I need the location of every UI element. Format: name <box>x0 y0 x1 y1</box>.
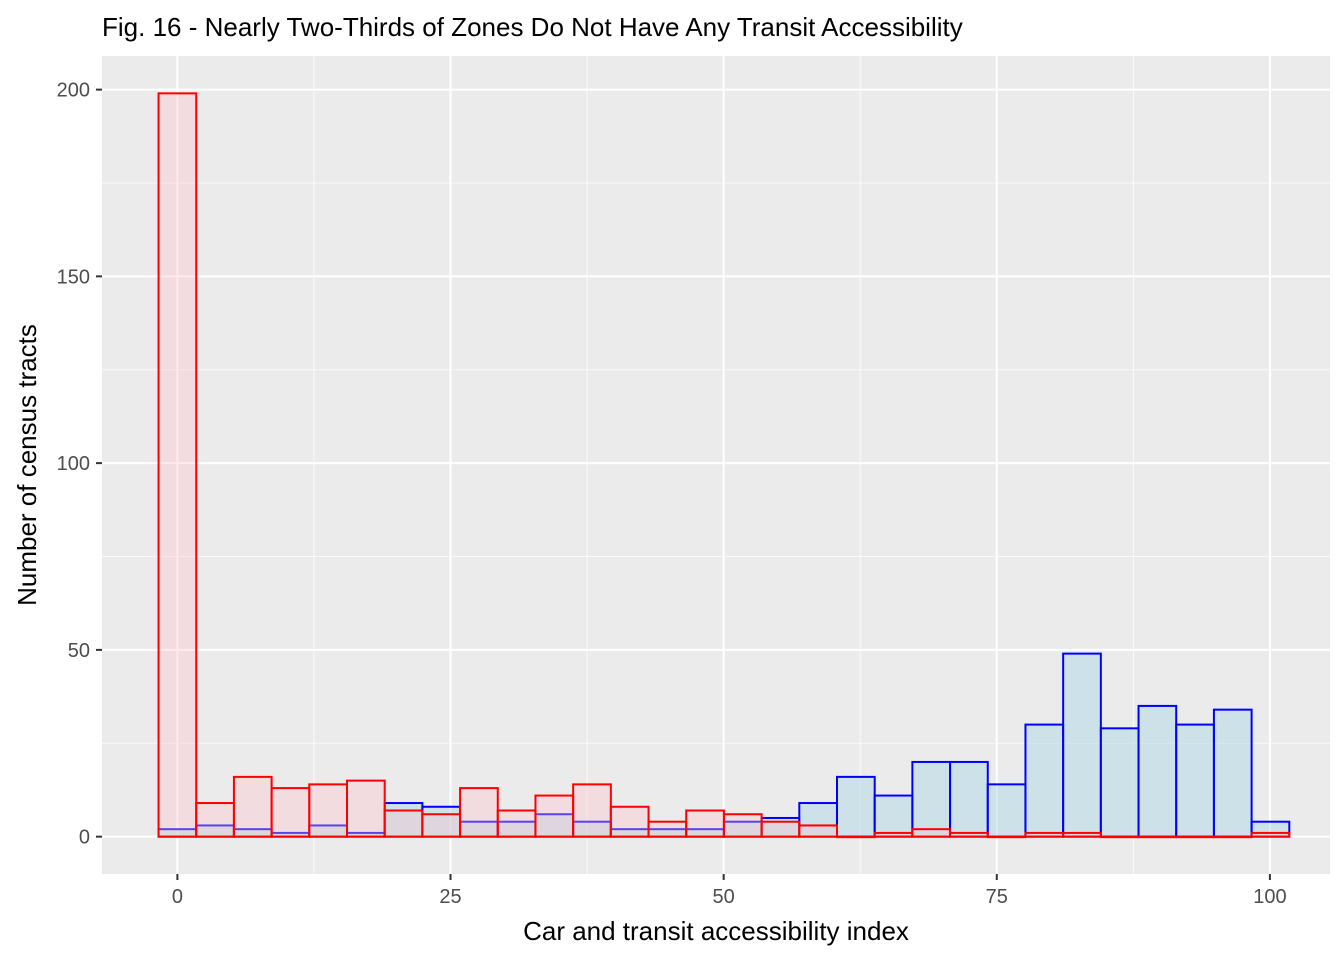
transit-bar <box>1250 831 1291 838</box>
car-bar <box>1212 708 1253 838</box>
chart-title: Fig. 16 - Nearly Two-Thirds of Zones Do … <box>102 12 963 42</box>
x-tick-label: 0 <box>172 886 183 908</box>
transit-bar <box>609 805 650 838</box>
transit-bar <box>496 809 537 838</box>
car-bar <box>835 775 876 838</box>
transit-bar <box>949 831 989 838</box>
y-axis: 0 50 100 150 200 <box>57 80 102 849</box>
y-tick-label: 200 <box>57 80 90 102</box>
transit-bar <box>308 783 348 838</box>
transit-bar <box>1175 835 1215 839</box>
x-tick-label: 50 <box>713 886 735 908</box>
y-axis-title: Number of census tracts <box>12 324 42 606</box>
transit-bar <box>1137 835 1178 839</box>
x-tick-label: 25 <box>439 886 461 908</box>
transit-bar <box>345 779 386 838</box>
transit-bar <box>873 831 914 838</box>
transit-bar <box>421 813 462 838</box>
x-axis: 0 25 50 75 100 <box>172 874 1287 908</box>
car-bar <box>421 805 462 838</box>
car-bar <box>986 783 1027 838</box>
transit-bar <box>1212 835 1253 839</box>
transit-bar <box>1099 835 1140 839</box>
y-tick-label: 0 <box>79 827 90 849</box>
transit-bar <box>572 783 612 838</box>
transit-bar <box>685 809 725 838</box>
y-tick-label: 50 <box>68 640 90 662</box>
transit-bar <box>760 820 801 838</box>
transit-bar <box>986 835 1027 839</box>
y-tick-label: 150 <box>57 266 90 288</box>
transit-bar <box>534 794 575 838</box>
car-bar <box>949 760 989 838</box>
transit-bar <box>647 820 688 838</box>
major-gridlines <box>102 56 1330 874</box>
transit-bar <box>270 787 311 838</box>
y-tick-label: 100 <box>57 453 90 475</box>
car-bar <box>1175 723 1215 838</box>
transit-bar <box>232 775 273 838</box>
transit-bar <box>195 802 235 838</box>
x-axis-title: Car and transit accessibility index <box>523 916 909 946</box>
car-bar <box>1099 727 1140 838</box>
transit-bar <box>383 809 424 838</box>
transit-accessibility-bars <box>157 92 1291 839</box>
x-tick-label: 100 <box>1253 886 1286 908</box>
transit-bar <box>722 813 763 838</box>
transit-bar <box>911 828 952 838</box>
car-bar <box>1062 652 1102 838</box>
transit-bar <box>1062 831 1102 838</box>
car-bar <box>911 760 952 838</box>
car-bar <box>1024 723 1065 838</box>
x-tick-label: 75 <box>986 886 1008 908</box>
car-bar <box>1137 704 1178 838</box>
transit-bar <box>1024 831 1065 838</box>
transit-bar <box>798 824 838 838</box>
car-bar <box>873 794 914 838</box>
transit-bar <box>157 92 198 838</box>
transit-bar <box>459 787 499 838</box>
transit-bar <box>835 835 876 839</box>
